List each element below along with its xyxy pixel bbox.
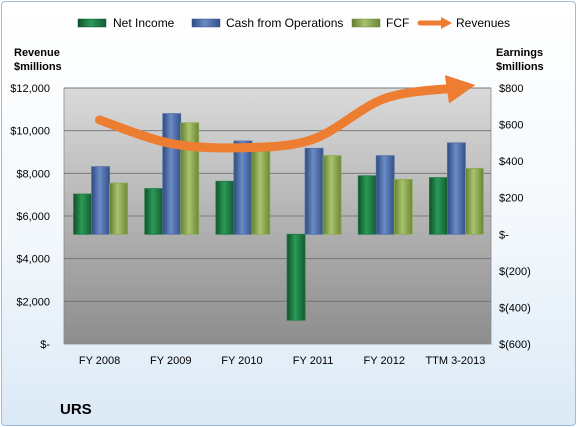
revenue-line <box>95 75 476 153</box>
bars <box>73 113 484 321</box>
category-label: FY 2011 <box>293 355 334 367</box>
category-label: FY 2009 <box>150 355 191 367</box>
legend-swatch-cash-from-operations <box>191 18 221 28</box>
left-tick-label: $4,000 <box>16 254 50 266</box>
category-label: TTM 3-2013 <box>425 355 485 367</box>
legend-label-revenues: Revenues <box>456 16 510 30</box>
right-tick-label: $600 <box>499 120 523 132</box>
revenue-line-path <box>95 75 476 153</box>
right-tick-label: $(600) <box>499 339 531 351</box>
fcf-bar <box>322 155 342 235</box>
left-axis-ticks: $- $2,000 $4,000 $6,000 $8,000 $10,000 $12,000 <box>10 83 50 351</box>
fcf-bar <box>393 179 413 235</box>
right-axis-title-line1: Earnings <box>496 47 543 59</box>
left-tick-label: $- <box>40 339 50 351</box>
right-tick-label: $- <box>499 229 509 241</box>
cash-from-operations-bar <box>447 142 466 235</box>
cash-from-operations-bar <box>375 155 395 235</box>
legend-swatch-fcf <box>351 18 381 28</box>
category-label: FY 2008 <box>79 355 120 367</box>
right-tick-label: $400 <box>499 156 523 168</box>
cash-from-operations-bar <box>91 166 110 235</box>
left-tick-label: $6,000 <box>16 211 50 223</box>
right-tick-label: $(400) <box>499 302 531 314</box>
net-income-bar <box>429 177 448 235</box>
legend-label-cash-from-operations: Cash from Operations <box>226 16 343 30</box>
cash-from-operations-bar <box>162 113 182 235</box>
legend-label-fcf: FCF <box>386 16 409 30</box>
legend-label-net-income: Net Income <box>113 16 175 30</box>
legend: Net Income Cash from Operations FCF Reve… <box>77 16 510 30</box>
right-axis-title-line2: $millions <box>496 61 544 73</box>
net-income-bar <box>215 180 235 235</box>
fcf-bar <box>251 147 271 235</box>
net-income-bar <box>357 175 377 235</box>
left-tick-label: $8,000 <box>16 168 50 180</box>
right-tick-label: $(200) <box>499 266 531 278</box>
left-tick-label: $10,000 <box>10 126 50 138</box>
cash-from-operations-bar <box>304 147 324 235</box>
left-axis-title-line2: $millions <box>14 61 62 73</box>
left-axis-title-line1: Revenue <box>14 47 60 59</box>
right-tick-label: $200 <box>499 193 523 205</box>
legend-arrow-revenues <box>441 17 452 29</box>
left-tick-label: $2,000 <box>16 296 50 308</box>
net-income-bar <box>286 233 306 321</box>
net-income-bar <box>73 193 92 235</box>
category-labels: FY 2008 FY 2009 FY 2010 FY 2011 FY 2012 TTM 3… <box>79 355 485 367</box>
net-income-bar <box>144 188 164 235</box>
category-label: FY 2012 <box>364 355 405 367</box>
fcf-bar <box>109 182 128 235</box>
chart-title: URS <box>60 401 92 418</box>
cash-from-operations-bar <box>233 140 253 235</box>
right-tick-label: $800 <box>499 83 523 95</box>
left-tick-label: $12,000 <box>10 83 50 95</box>
fcf-bar <box>180 122 200 235</box>
category-label: FY 2010 <box>221 355 262 367</box>
fcf-bar <box>465 168 484 235</box>
right-axis-ticks: $(600) $(400) $(200) $- $200 $400 $600 $800 <box>499 83 531 351</box>
legend-swatch-net-income <box>77 18 107 28</box>
